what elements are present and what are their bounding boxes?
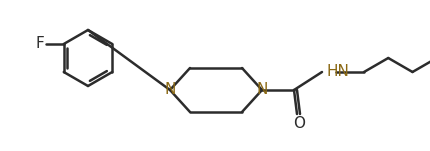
Text: HN: HN (327, 64, 350, 79)
Text: N: N (164, 82, 176, 98)
Text: O: O (293, 117, 305, 132)
Text: F: F (35, 37, 44, 51)
Text: N: N (256, 82, 268, 98)
